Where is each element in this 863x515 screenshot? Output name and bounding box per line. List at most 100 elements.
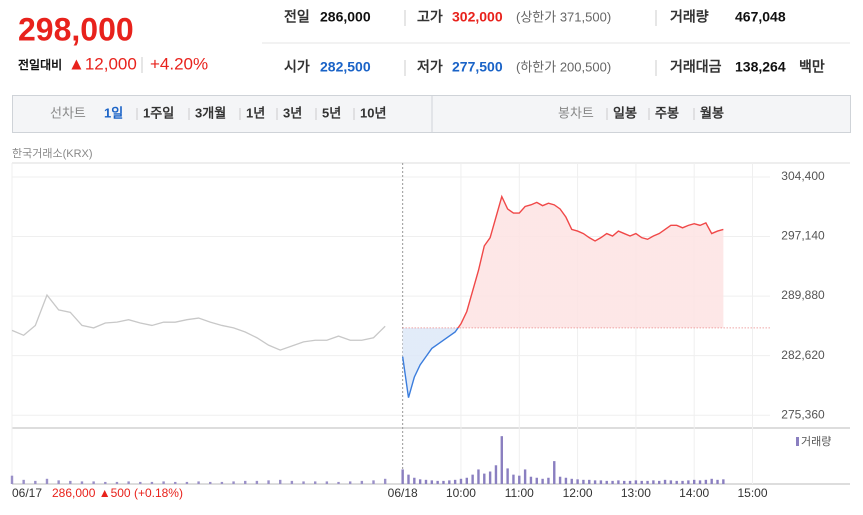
tab[interactable]: 월봉 <box>700 105 724 120</box>
area <box>402 196 724 398</box>
volume-bar <box>488 471 492 484</box>
volume-bar <box>401 469 404 484</box>
volume-bar <box>92 481 95 484</box>
volume-bar <box>716 479 719 484</box>
volume-bar <box>348 481 352 484</box>
change-pct: +4.20% <box>150 54 208 73</box>
stat-value: 277,500 <box>452 59 503 75</box>
x-tick-label: 06/17 <box>12 486 42 500</box>
volume-bar <box>197 481 200 484</box>
stat-label: 저가 <box>417 59 443 75</box>
volume-bar <box>407 474 410 484</box>
y-tick-label: 297,140 <box>781 229 825 243</box>
volume-bar <box>698 480 702 484</box>
volume-bar <box>360 480 364 484</box>
volume-bar <box>244 480 247 484</box>
volume-bar <box>529 476 533 484</box>
volume-bar <box>220 481 224 484</box>
volume-bar <box>535 477 538 484</box>
x-tick-label: 12:00 <box>563 486 593 500</box>
volume-bar <box>722 479 725 484</box>
volume-bar <box>483 473 486 484</box>
volume-bar <box>80 481 84 484</box>
volume-bar <box>588 479 591 484</box>
volume-bar <box>710 478 713 484</box>
volume-bar <box>652 480 655 484</box>
y-tick-label: 282,620 <box>781 348 825 362</box>
volume-bar <box>564 477 568 484</box>
source: 한국거래소(KRX) <box>12 147 93 160</box>
volume-bar <box>611 480 614 484</box>
volume-bar <box>617 480 620 484</box>
volume-bar <box>69 480 72 484</box>
volume-bar <box>693 479 696 484</box>
y-tick-label: 304,400 <box>781 169 825 183</box>
volume-bar <box>547 477 550 484</box>
stat-label: 거래량 <box>670 9 709 25</box>
volume-bar <box>383 478 387 484</box>
volume-bar <box>104 481 107 484</box>
volume-bar <box>453 479 457 484</box>
x-tick-label: 06/18 <box>388 486 418 500</box>
stat-value: 286,000 <box>320 9 371 25</box>
volume-bar <box>605 480 608 484</box>
volume-bar <box>675 480 678 484</box>
tab[interactable]: 주봉 <box>655 105 679 120</box>
volume-bar <box>267 480 270 484</box>
volume-bar <box>634 480 638 484</box>
stat-value: 302,000 <box>452 9 503 25</box>
stat-label: 거래대금 <box>670 59 722 75</box>
volume-bar <box>442 480 445 484</box>
volume-bar <box>325 481 329 484</box>
tab[interactable]: 일봉 <box>613 105 637 120</box>
volume-bar <box>314 481 317 484</box>
volume-bar <box>34 480 37 484</box>
tab[interactable]: 1주일 <box>143 105 174 120</box>
volume-bar <box>471 474 474 484</box>
volume-bar <box>518 475 521 484</box>
change: ▲12,000 <box>68 54 137 73</box>
volume-bar <box>232 481 235 484</box>
volume-bar <box>162 481 165 484</box>
volume-bar <box>623 480 626 484</box>
tab[interactable]: 3개월 <box>195 105 226 120</box>
volume-bar <box>570 478 573 484</box>
volume-bar <box>150 481 154 484</box>
volume-bar <box>553 461 556 484</box>
line <box>11 293 386 351</box>
volume-bar <box>646 480 649 484</box>
volume-bar <box>500 436 503 484</box>
volume-bar <box>424 479 428 484</box>
volume-label: 거래량 <box>801 435 831 448</box>
tab[interactable]: 3년 <box>283 105 302 120</box>
volume-bar <box>593 480 597 484</box>
stat-note: (상한가 371,500) <box>516 9 611 24</box>
volume-bar <box>506 468 509 484</box>
x-tick-label: 14:00 <box>679 486 709 500</box>
volume-bar <box>22 479 25 484</box>
tab[interactable]: 1일 <box>104 105 123 120</box>
change-label: 전일대비 <box>18 57 62 72</box>
current-price: 298,000 <box>18 11 134 47</box>
volume-bar <box>465 477 468 484</box>
volume-bar <box>663 479 667 484</box>
volume-bar <box>57 480 60 484</box>
tab[interactable]: 1년 <box>246 105 265 120</box>
volume-bar <box>174 481 177 484</box>
volume-bar <box>115 481 119 484</box>
line <box>401 194 724 398</box>
prev-day-annotation: 286,000 ▲500 (+0.18%) <box>52 486 183 500</box>
x-tick-label: 13:00 <box>621 486 651 500</box>
tab-title: 선차트 <box>50 105 86 120</box>
volume-bar <box>512 474 515 484</box>
tab[interactable]: 10년 <box>360 105 386 120</box>
x-tick-label: 15:00 <box>737 486 767 500</box>
stat-value: 467,048 <box>735 9 786 25</box>
tab[interactable]: 5년 <box>322 105 341 120</box>
x-tick-label: 11:00 <box>505 486 534 500</box>
volume-bar <box>669 480 673 484</box>
stat-note: (하한가 200,500) <box>516 59 611 74</box>
volume-bar <box>681 480 684 484</box>
volume-bar <box>436 480 439 484</box>
